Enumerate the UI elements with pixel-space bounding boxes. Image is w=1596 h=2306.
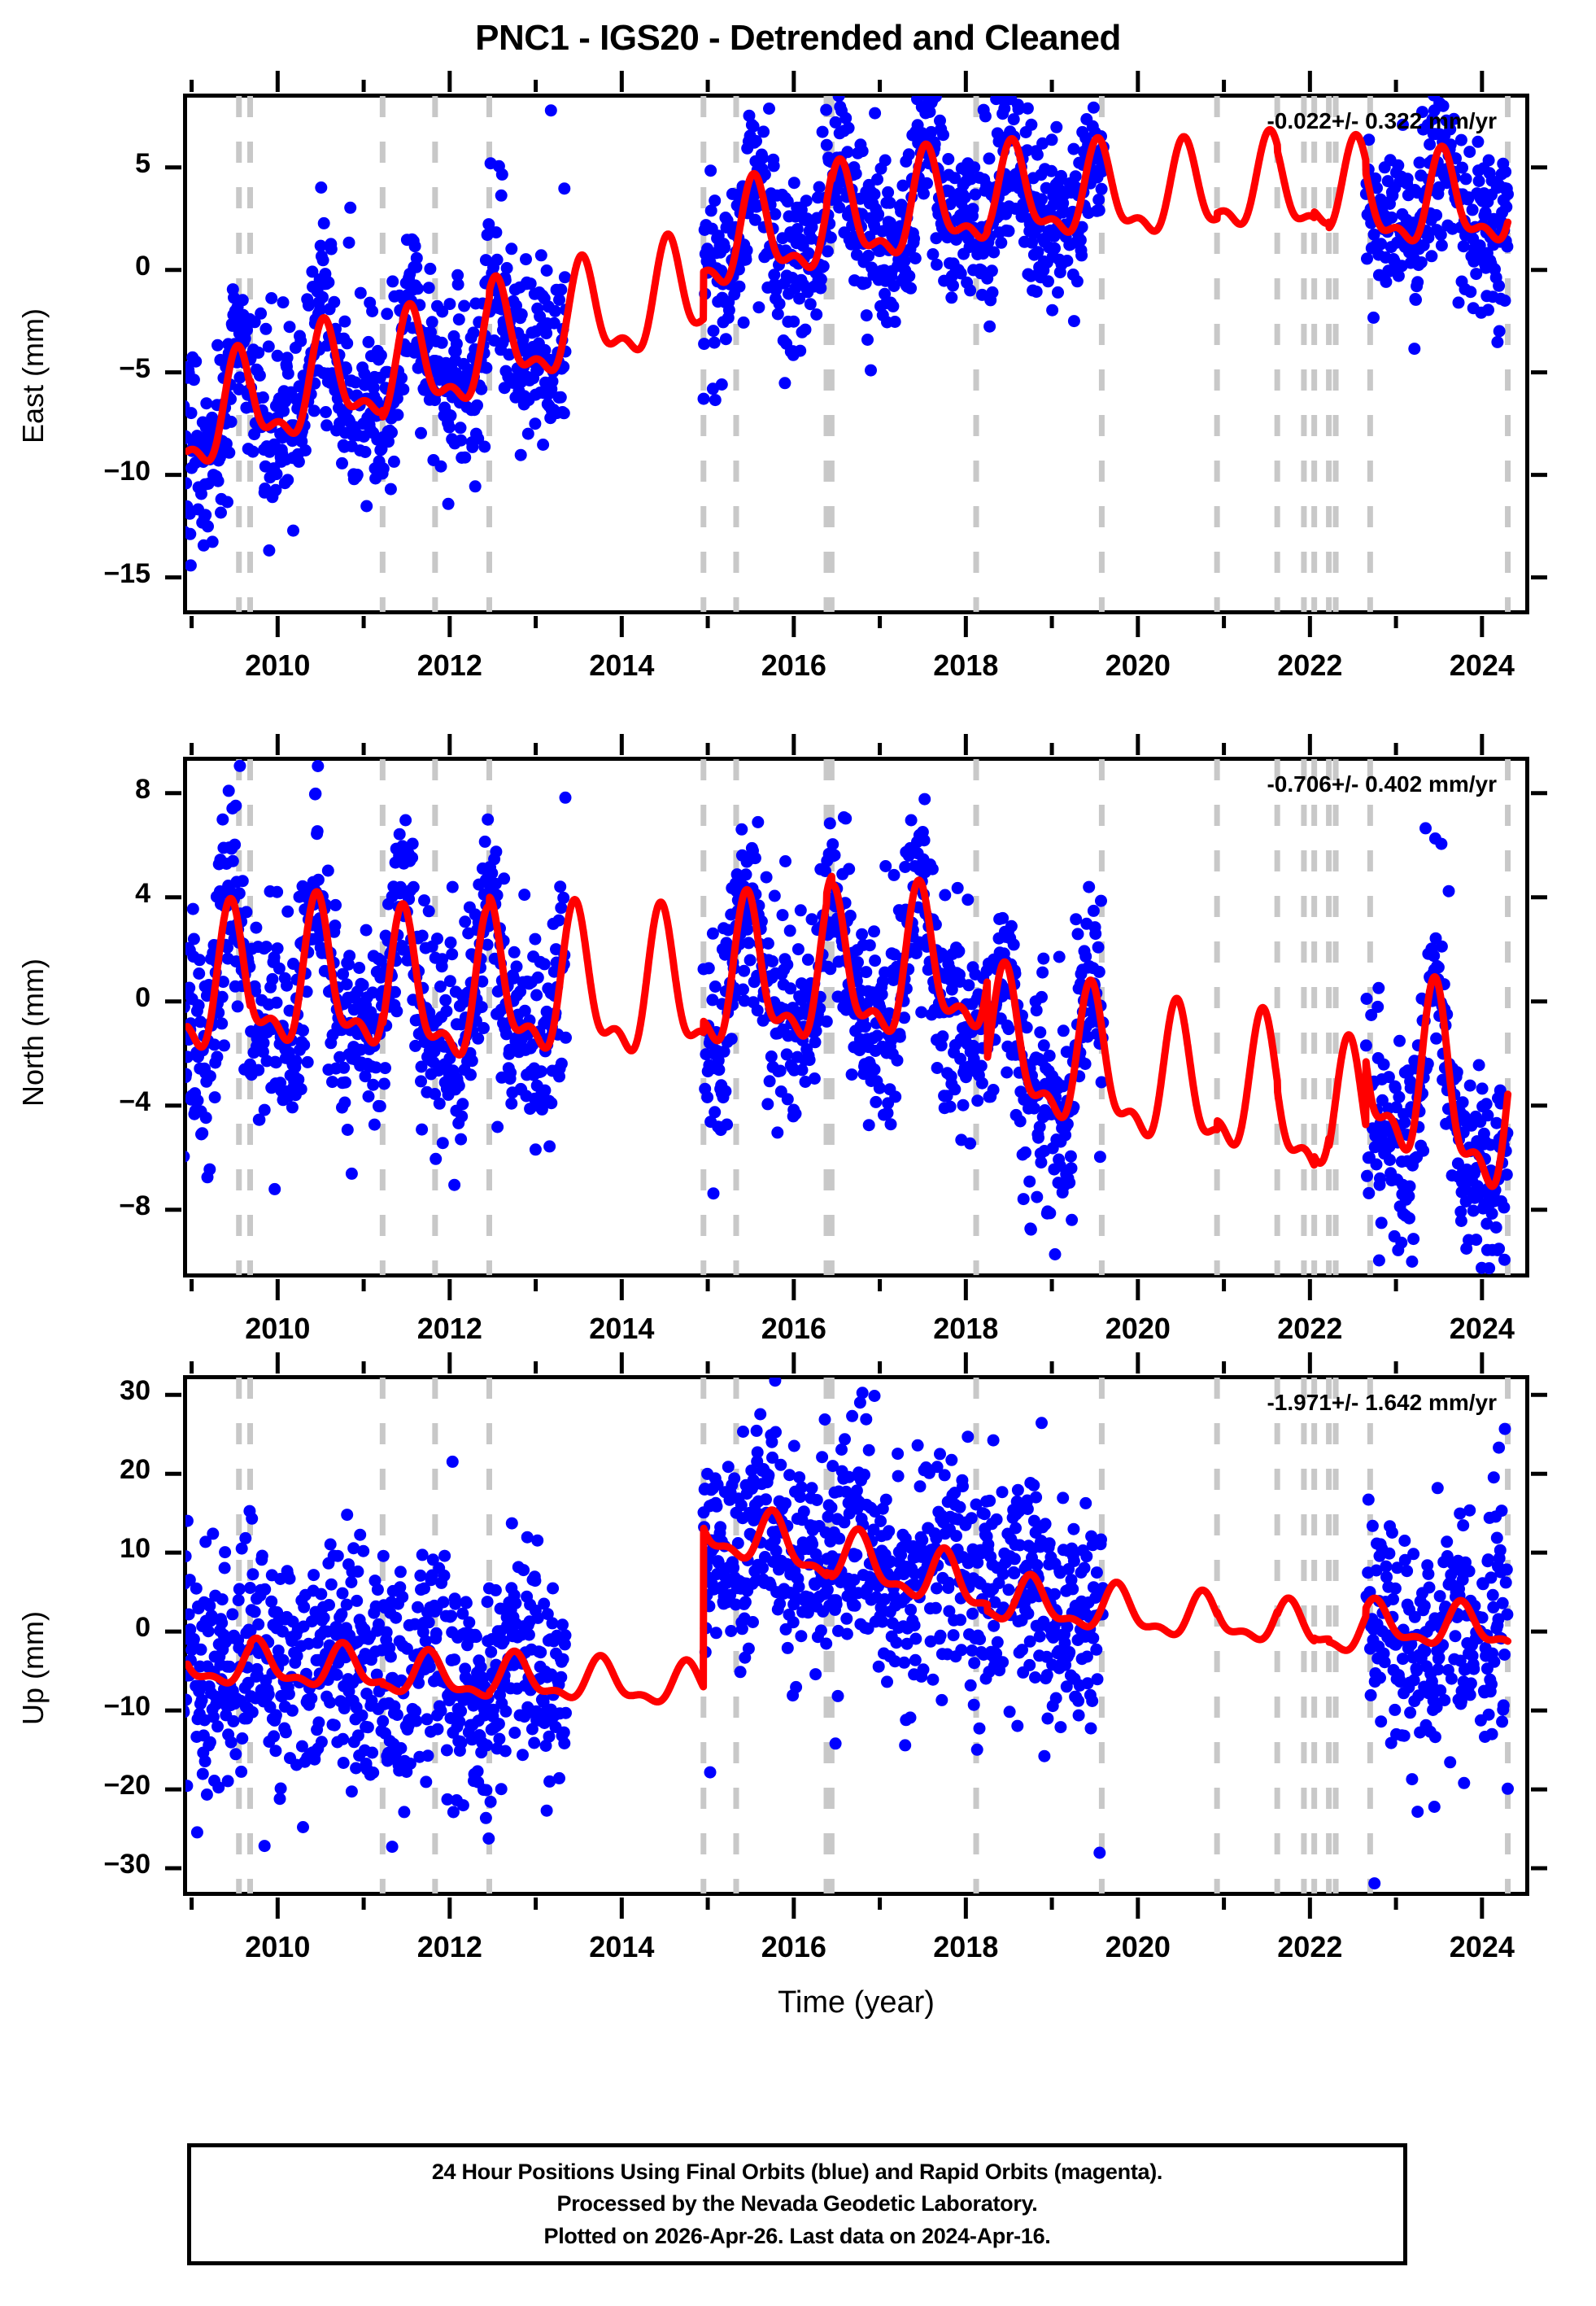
x-tick-label: 2016 [761, 1312, 826, 1345]
x-tick-label: 2012 [416, 649, 482, 682]
x-tick-label: 2018 [933, 649, 999, 682]
x-tick-label: 2010 [245, 1312, 311, 1345]
rate-label-east: -0.022+/- 0.322 mm/yr [1267, 108, 1497, 133]
x-tick-label: 2016 [761, 649, 826, 682]
x-tick-label: 2014 [589, 649, 655, 682]
y-tick-label: −15 [103, 557, 150, 589]
x-tick-label: 2022 [1277, 649, 1343, 682]
y-tick-label: −8 [119, 1190, 150, 1221]
x-tick-label: 2014 [589, 1312, 655, 1345]
model-curve-north [185, 872, 1512, 1190]
x-tick-label: 2014 [589, 1930, 655, 1963]
y-tick-label: −10 [103, 1691, 150, 1723]
x-tick-label: 2024 [1449, 649, 1515, 682]
x-tick-label: 2018 [933, 1930, 999, 1963]
footer-line-2: Processed by the Nevada Geodetic Laborat… [556, 2191, 1038, 2216]
data-points-up [185, 1378, 1514, 1890]
y-tick-label: −20 [103, 1770, 150, 1802]
y-tick-label: 0 [135, 250, 150, 282]
y-tick-label: 8 [135, 773, 150, 805]
x-tick-label: 2024 [1449, 1930, 1515, 1963]
rate-label-north: -0.706+/- 0.402 mm/yr [1267, 771, 1497, 797]
y-tick-label: 30 [120, 1375, 150, 1407]
model-curve-east [185, 125, 1512, 465]
x-tick-label: 2010 [245, 649, 311, 682]
x-tick-label: 2016 [761, 1930, 826, 1963]
footer-line-3: Plotted on 2026-Apr-26. Last data on 202… [543, 2223, 1051, 2248]
x-tick-label: 2018 [933, 1312, 999, 1345]
footer-line-1: 24 Hour Positions Using Final Orbits (bl… [431, 2160, 1163, 2185]
y-tick-label: 0 [135, 981, 150, 1013]
rate-label-up: -1.971+/- 1.642 mm/yr [1267, 1390, 1497, 1415]
y-tick-label: 5 [135, 147, 150, 179]
x-tick-label: 2012 [416, 1312, 482, 1345]
y-tick-label: −10 [103, 455, 150, 487]
y-tick-label: 10 [120, 1533, 150, 1565]
x-tick-label: 2012 [416, 1930, 482, 1963]
y-tick-label: −4 [119, 1085, 150, 1117]
x-tick-label: 2022 [1277, 1312, 1343, 1345]
y-tick-label: −5 [119, 352, 150, 384]
x-tick-label: 2020 [1105, 649, 1171, 682]
footer-note: 24 Hour Positions Using Final Orbits (bl… [187, 2143, 1407, 2265]
x-tick-label: 2020 [1105, 1930, 1171, 1963]
page-title: PNC1 - IGS20 - Detrended and Cleaned [475, 18, 1121, 58]
y-tick-label: 20 [120, 1454, 150, 1486]
x-tick-label: 2022 [1277, 1930, 1343, 1963]
y-tick-label: 0 [135, 1612, 150, 1644]
y-axis-label-up: Up (mm) [16, 1611, 50, 1725]
x-tick-label: 2024 [1449, 1312, 1515, 1345]
y-tick-label: −30 [103, 1849, 150, 1880]
y-tick-label: 4 [135, 877, 150, 909]
x-axis-label: Time (year) [778, 1985, 935, 2020]
x-tick-label: 2020 [1105, 1312, 1171, 1345]
model-curve-up [185, 1506, 1512, 1705]
x-tick-label: 2010 [245, 1930, 311, 1963]
